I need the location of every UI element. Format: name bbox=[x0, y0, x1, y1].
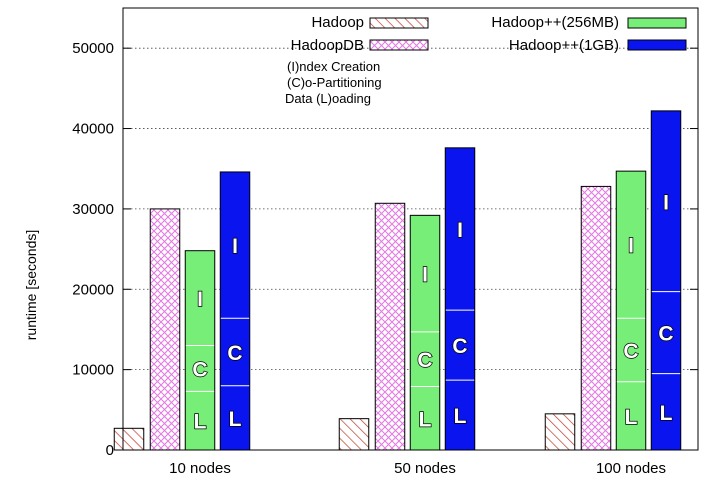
bar-hadoop-256mb-segment-c bbox=[185, 345, 215, 392]
bar-hadoop-256mb-segment-i bbox=[410, 215, 440, 332]
bar-hadoop-256mb-segment-i bbox=[616, 171, 646, 319]
y-tick-label: 10000 bbox=[72, 362, 114, 379]
segment-label: C bbox=[417, 349, 432, 372]
x-category-label: 100 nodes bbox=[596, 460, 666, 477]
annotation-line: (I)ndex Creation bbox=[287, 59, 380, 74]
bars: L C I L C I L C I L C I L C I L C I bbox=[113, 110, 682, 451]
bar-hadoop-256mb-segment-c bbox=[410, 331, 440, 387]
bar-hadoop-1gb-segment-c bbox=[445, 310, 475, 381]
segment-label: I bbox=[197, 288, 203, 311]
bar-hadoop-256mb-segment-c bbox=[616, 318, 646, 382]
segment-label: I bbox=[422, 264, 428, 287]
y-tick-label: 0 bbox=[106, 442, 114, 459]
segment-label: C bbox=[452, 335, 467, 358]
segment-label: L bbox=[229, 408, 242, 431]
legend-swatch bbox=[369, 17, 429, 29]
bar-hadoop-1gb-segment-c bbox=[651, 291, 681, 374]
bar-hadoop-1gb-segment-i bbox=[651, 110, 681, 292]
segment-label: L bbox=[454, 405, 467, 428]
axes: 0 10000 20000 30000 40000 50000 10 nodes 50 nod… bbox=[72, 7, 699, 477]
bar-hadoop-1gb-segment-l bbox=[220, 385, 250, 450]
segment-label: L bbox=[660, 402, 673, 425]
segment-label: I bbox=[457, 219, 463, 242]
segment-label: L bbox=[419, 408, 432, 431]
annotation-line: Data (L)oading bbox=[285, 91, 371, 106]
bar-hadoop-1gb-segment-l bbox=[651, 373, 681, 450]
segment-label: C bbox=[227, 342, 242, 365]
segment-label: I bbox=[663, 191, 669, 214]
bar-hadoop-256mb-segment-l bbox=[410, 386, 440, 450]
bar-hadoop-256mb-segment-i bbox=[185, 250, 215, 346]
legend-label: Hadoop++(256MB) bbox=[491, 14, 619, 31]
bar-hadoop-256mb-segment-l bbox=[185, 391, 215, 450]
legend-label: HadoopDB bbox=[291, 37, 364, 54]
segment-label: L bbox=[625, 406, 638, 429]
bar-hadoopdb bbox=[580, 185, 612, 451]
segment-label: I bbox=[232, 235, 238, 258]
segment-label: I bbox=[628, 235, 634, 258]
annotation-line: (C)o-Partitioning bbox=[287, 75, 382, 90]
bar-hadoop-1gb-segment-c bbox=[220, 318, 250, 386]
y-tick-label: 40000 bbox=[72, 121, 114, 138]
bar-hadoop bbox=[544, 413, 576, 451]
y-axis-label: runtime [seconds] bbox=[23, 230, 39, 341]
legend: Hadoop HadoopDB Hadoop++(256MB) Hadoop++(1G… bbox=[291, 14, 687, 54]
y-tick-label: 50000 bbox=[72, 40, 114, 57]
segment-label: C bbox=[658, 323, 673, 346]
y-tick-label: 20000 bbox=[72, 281, 114, 298]
legend-label: Hadoop bbox=[311, 14, 364, 31]
segment-label: L bbox=[194, 411, 207, 434]
bar-hadoop-1gb-segment-l bbox=[445, 380, 475, 450]
legend-swatch bbox=[627, 39, 687, 51]
legend-swatch bbox=[627, 17, 687, 29]
x-category-label: 10 nodes bbox=[169, 460, 231, 477]
x-category-label: 50 nodes bbox=[394, 460, 456, 477]
bar-hadoopdb bbox=[374, 202, 406, 451]
legend-swatch bbox=[369, 39, 429, 51]
plot-frame bbox=[122, 7, 699, 451]
bar-hadoop bbox=[338, 418, 370, 451]
bar-hadoopdb bbox=[149, 208, 181, 451]
bar-hadoop-1gb-segment-i bbox=[220, 171, 250, 319]
bar-hadoop bbox=[113, 427, 145, 451]
y-tick-label: 30000 bbox=[72, 201, 114, 218]
segment-label: C bbox=[192, 358, 207, 381]
legend-label: Hadoop++(1GB) bbox=[509, 37, 619, 54]
bar-hadoop-256mb-segment-l bbox=[616, 381, 646, 450]
segment-label: C bbox=[623, 340, 638, 363]
bar-hadoop-1gb-segment-i bbox=[445, 147, 475, 311]
